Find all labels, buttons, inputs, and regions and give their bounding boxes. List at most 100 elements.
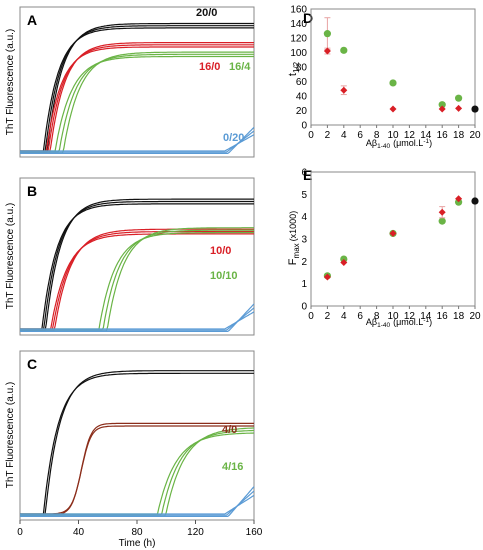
x-tick-label: 2 xyxy=(325,130,331,141)
panel-a-label: A xyxy=(27,12,37,28)
x-tick-label: 0 xyxy=(308,130,314,141)
y-tick-label: 120 xyxy=(290,34,307,45)
x-tick-label: 6 xyxy=(357,311,363,322)
x-tick-label: 4 xyxy=(341,130,347,141)
label-4-0: 4/0 xyxy=(222,424,237,436)
x-tick-label: 80 xyxy=(131,527,143,538)
x-tick-label: 0 xyxy=(308,311,314,322)
panel-c-curves xyxy=(20,370,255,517)
panel-e-ylabel-sub: max xyxy=(292,243,301,258)
y-tick-label: 5 xyxy=(301,190,307,201)
x-tick-label: 120 xyxy=(187,527,204,538)
panel-c-ylabel: ThT Fluorescence (a.u.) xyxy=(5,382,16,489)
panel-e-label: E xyxy=(303,167,312,183)
panel-d-ylabel: t1/2 xyxy=(287,61,301,76)
panel-e-xlabel-exp: -1 xyxy=(423,317,429,324)
x-tick-label: 4 xyxy=(341,311,347,322)
x-tick-label: 6 xyxy=(357,130,363,141)
panel-d-xlabel: Aβ1-40 (μmol.L-1) xyxy=(366,138,432,150)
panel-e-ylabel-main: F xyxy=(287,258,299,265)
panel-d-xlabel-unit: (μmol.L xyxy=(393,138,423,148)
curve-red-1 xyxy=(20,46,254,152)
y-tick-label: 2 xyxy=(301,257,307,268)
y-tick-label: 40 xyxy=(296,92,308,103)
point-green xyxy=(389,79,397,87)
point-black xyxy=(471,197,479,205)
curve-brown-1 xyxy=(20,425,254,515)
x-tick-label: 10 xyxy=(387,311,399,322)
curve-blue-1 xyxy=(20,494,255,515)
y-tick-label: 60 xyxy=(296,77,308,88)
panel-c-xlabel: Time (h) xyxy=(119,538,156,549)
curve-blue-3 xyxy=(20,486,255,517)
curve-blue-2 xyxy=(20,490,255,516)
point-red xyxy=(389,105,397,113)
panel-e-xlabel-main: Aβ xyxy=(366,317,377,327)
y-tick-label: 100 xyxy=(290,48,307,59)
panel-e-xlabel-sub: 1-40 xyxy=(377,322,390,329)
panel-d-ylabel-sub: 1/2 xyxy=(292,61,301,73)
panel-b-label: B xyxy=(27,183,37,199)
curve-black-1 xyxy=(20,203,254,330)
curve-red-1 xyxy=(20,233,254,330)
panel-c: C 4/0 4/16 ThT Fluorescence (a.u.) 0 40 80… xyxy=(5,350,263,549)
point-red xyxy=(455,195,463,203)
y-tick-label: 1 xyxy=(301,279,307,290)
x-tick-label: 10 xyxy=(387,130,399,141)
label-4-16: 4/16 xyxy=(222,461,243,473)
point-red xyxy=(389,229,397,237)
panel-c-label: C xyxy=(27,356,37,372)
label-0-20: 0/20 xyxy=(223,132,244,144)
x-tick-label: 12 xyxy=(404,311,416,322)
panel-c-xticks: 0 40 80 120 160 xyxy=(17,520,263,538)
x-tick-label: 14 xyxy=(420,130,432,141)
panel-d-xlabel-exp: -1 xyxy=(423,138,429,145)
x-tick-label: 16 xyxy=(437,130,449,141)
x-tick-label: 160 xyxy=(246,527,263,538)
label-10-10: 10/10 xyxy=(210,270,238,282)
panel-d-xlabel-end: ) xyxy=(429,138,432,148)
panel-e-xlabel-end: ) xyxy=(429,317,432,327)
x-tick-label: 0 xyxy=(17,527,23,538)
curve-black-2 xyxy=(20,370,254,516)
panel-b-curves xyxy=(20,198,255,332)
curve-blue-3 xyxy=(20,126,255,154)
curve-red-2 xyxy=(20,44,254,153)
y-tick-label: 4 xyxy=(301,212,307,223)
panel-d-points xyxy=(323,17,479,113)
plot-frame xyxy=(310,171,476,307)
point-green xyxy=(438,101,446,109)
x-tick-label: 14 xyxy=(420,311,432,322)
x-tick-label: 12 xyxy=(404,130,416,141)
x-tick-label: 8 xyxy=(374,130,380,141)
y-tick-label: 6 xyxy=(301,168,307,179)
x-tick-label: 40 xyxy=(73,527,85,538)
panel-a-curves xyxy=(20,22,255,154)
panel-b-frame xyxy=(19,177,255,336)
point-green xyxy=(323,30,331,38)
label-16-4: 16/4 xyxy=(229,61,251,73)
y-tick-label: 3 xyxy=(301,235,307,246)
point-red xyxy=(323,273,331,281)
point-green xyxy=(340,46,348,54)
point-red xyxy=(340,258,348,266)
panel-d-label: D xyxy=(303,10,313,26)
x-tick-label: 16 xyxy=(437,311,449,322)
panel-e-ylabel-extra: (x1000) xyxy=(288,211,298,242)
panel-e-xlabel-unit: (μmol.L xyxy=(393,317,423,327)
y-tick-label: 0 xyxy=(301,121,307,132)
panel-e-ylabel: Fmax(x1000) xyxy=(287,211,301,265)
y-tick-label: 140 xyxy=(290,19,307,30)
panel-d-ylabel-main: t xyxy=(287,73,299,76)
y-tick-label: 0 xyxy=(301,302,307,313)
curve-blue-2 xyxy=(20,130,255,153)
label-10-0: 10/0 xyxy=(210,245,231,257)
x-tick-label: 20 xyxy=(469,311,481,322)
point-green xyxy=(438,217,446,225)
point-red xyxy=(438,208,446,216)
